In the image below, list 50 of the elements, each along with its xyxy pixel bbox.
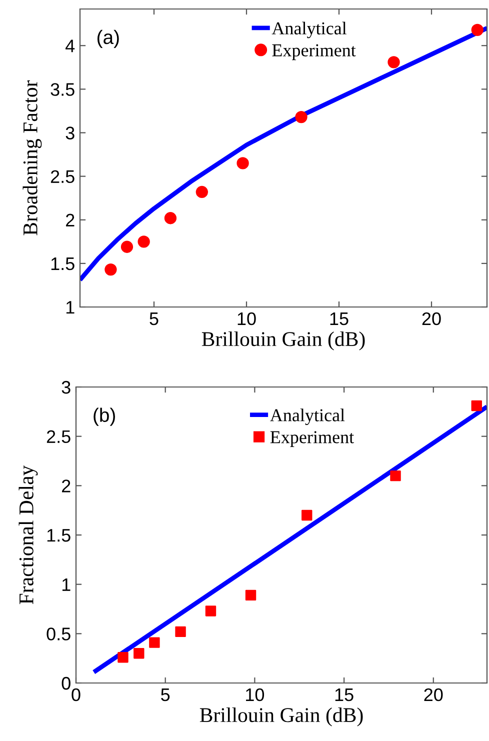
x-tick-label: 15	[330, 312, 348, 326]
point	[205, 606, 216, 616]
x-axis-title: Brillouin Gain (dB)	[202, 331, 365, 350]
point	[302, 510, 312, 521]
point	[138, 236, 150, 248]
y-tick-label: 0	[62, 676, 70, 690]
x-tick-label: 20	[424, 688, 443, 702]
annotation: (b)	[94, 408, 115, 426]
point	[196, 186, 208, 198]
point	[471, 400, 482, 412]
y-tick-label: 2	[62, 480, 70, 492]
y-tick-label: 4	[66, 40, 75, 52]
legend-label: Experiment	[272, 44, 356, 60]
y-tick-label: 3.5	[50, 83, 74, 96]
x-tick-label: 10	[246, 688, 264, 702]
y-tick-label: 3	[62, 380, 70, 394]
point	[134, 648, 144, 659]
x-tick-label: 5	[150, 312, 158, 326]
point	[388, 56, 400, 68]
x-tick-label: 15	[335, 688, 354, 702]
y-tick-label: 1.5	[47, 529, 70, 542]
y-tick-label: 2	[66, 214, 74, 226]
point	[471, 24, 484, 36]
y-tick-label: 1	[66, 301, 74, 314]
y-tick-label: 2.5	[46, 430, 70, 444]
point	[295, 110, 308, 124]
legend-label: Analytical	[272, 22, 347, 38]
point	[245, 590, 256, 601]
annotation: (a)	[97, 30, 119, 48]
y-tick-label: 3	[66, 126, 74, 140]
y-axis-title: Fractional Delay	[18, 465, 38, 604]
point	[164, 212, 177, 224]
y-axis-title: Broadening Factor	[22, 80, 42, 236]
x-tick-label: 5	[161, 688, 170, 702]
legend-label: Analytical	[270, 408, 345, 426]
y-tick-label: 1.5	[51, 258, 74, 270]
legend-label: Experiment	[270, 431, 354, 447]
y-tick-label: 1	[62, 578, 70, 591]
y-tick-label: 0.5	[46, 628, 70, 640]
point	[120, 240, 134, 253]
point	[175, 626, 186, 638]
y-tick-label: 2.5	[50, 170, 74, 184]
x-tick-label: 10	[238, 312, 256, 326]
point	[118, 652, 128, 663]
x-tick-label: 20	[422, 312, 441, 326]
point	[149, 637, 160, 648]
x-axis-title: Brillouin Gain (dB)	[200, 707, 363, 726]
point	[236, 157, 249, 170]
point	[390, 470, 401, 482]
point	[104, 263, 117, 276]
